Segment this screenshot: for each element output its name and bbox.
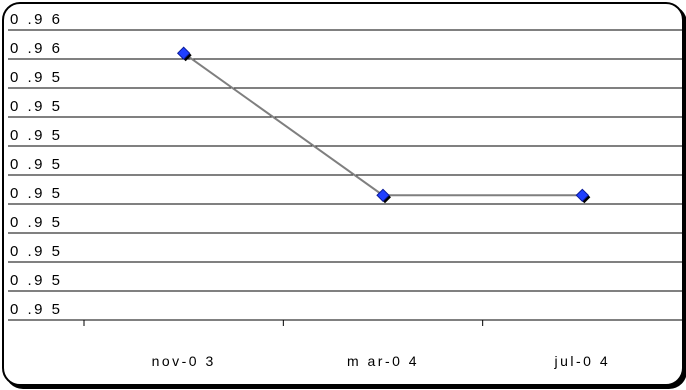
chart-frame: [2, 2, 684, 386]
y-tick-label: 0 .9 5: [10, 156, 63, 173]
x-axis: nov-0 3 m ar-0 4 jul-0 4: [83, 320, 611, 369]
series-line: [183, 52, 583, 197]
gridlines: [8, 29, 682, 321]
y-tick-label: 0 .9 6: [10, 40, 63, 57]
x-tick-label: m ar-0 4: [347, 353, 419, 369]
y-tick-label: 0 .9 5: [10, 185, 63, 202]
y-tick-label: 0 .9 5: [10, 301, 63, 318]
x-tick-label: jul-0 4: [554, 353, 611, 369]
y-tick-label: 0 .9 5: [10, 243, 63, 260]
y-tick-label: 0 .9 5: [10, 214, 63, 231]
data-point: [376, 188, 390, 203]
y-tick-label: 0 .9 5: [10, 98, 63, 115]
y-tick-label: 0 .9 5: [10, 272, 63, 289]
x-tick-label: nov-0 3: [152, 353, 216, 369]
y-tick-label: 0 .9 5: [10, 69, 63, 86]
y-tick-label: 0 .9 6: [10, 11, 63, 28]
data-point: [575, 188, 590, 203]
y-tick-label: 0 .9 5: [10, 127, 63, 144]
series: [176, 46, 591, 204]
data-point: [176, 46, 191, 60]
y-axis-ticks: 0 .9 6 0 .9 6 0 .9 5 0 .9 5 0 .9 5 0 .9 5 0 .9…: [10, 11, 63, 318]
